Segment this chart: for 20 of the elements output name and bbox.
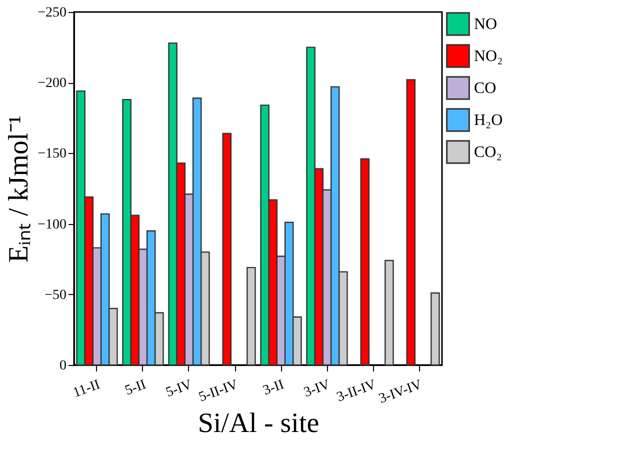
y-axis-title: Eᵢₙₜ / kJmol⁻¹	[4, 115, 35, 263]
y-tick-label: −50	[44, 288, 66, 303]
x-tick-label: 5-II	[123, 377, 148, 399]
y-tick-label: −200	[38, 76, 66, 92]
x-tick-label: 5-II-IV	[197, 378, 240, 406]
y-tick-label: −150	[38, 146, 66, 162]
x-axis-title: Si/Al - site	[198, 408, 320, 439]
legend-label: NO₂	[474, 48, 503, 65]
legend-label: NO	[474, 16, 498, 33]
x-tick-label: 3-II-IV	[335, 378, 378, 406]
y-tick-label: 0	[60, 358, 66, 374]
x-tick-label: 5-IV	[164, 378, 194, 401]
y-tick-label: −100	[38, 217, 66, 232]
x-tick-label: 11-II	[71, 377, 102, 401]
x-tick-label: 3-II	[261, 377, 286, 399]
legend-label: H₂O	[474, 112, 503, 129]
legend-label: CO	[474, 80, 496, 97]
y-tick-label: −250	[38, 6, 66, 20]
x-tick-label: 3-IV	[302, 378, 332, 401]
legend-label: CO₂	[474, 144, 502, 161]
